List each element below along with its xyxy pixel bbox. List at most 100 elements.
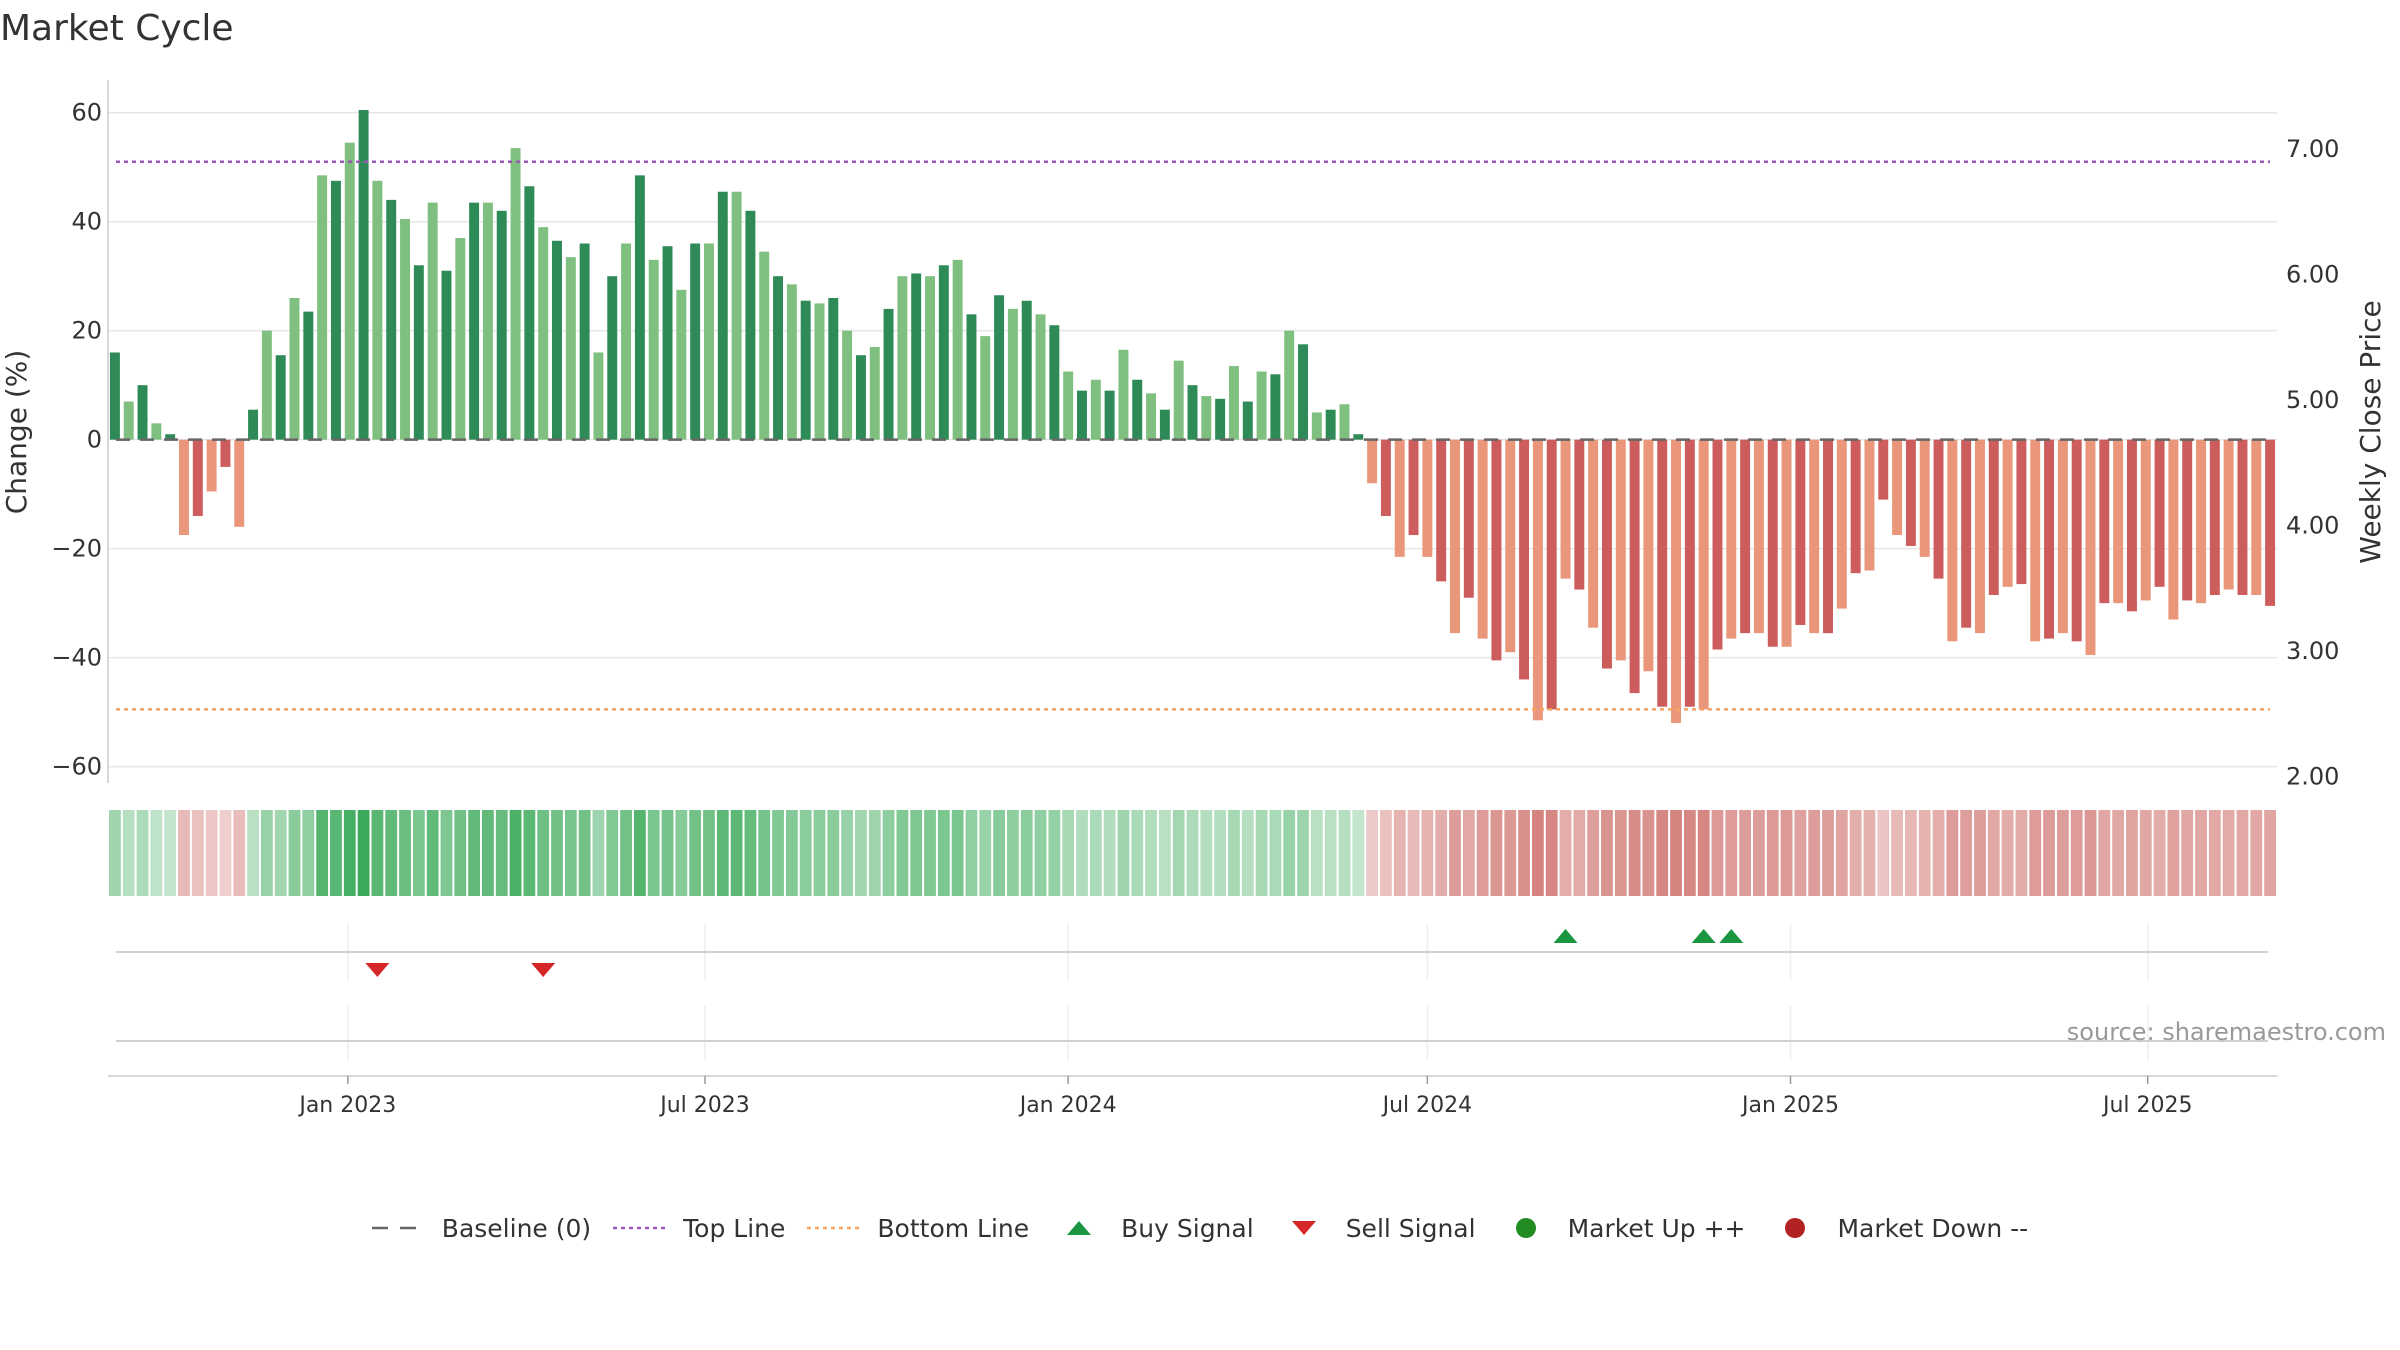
bar	[1256, 371, 1267, 440]
y-axis-left: 60 40 20 0 −20 −40 −60	[51, 80, 109, 783]
bar	[2265, 439, 2276, 606]
bar	[966, 314, 977, 440]
bar	[1947, 439, 1958, 642]
heat-cell	[412, 810, 425, 896]
bar	[248, 409, 259, 440]
bar	[220, 439, 231, 467]
bar	[1588, 439, 1599, 628]
bar	[565, 257, 576, 440]
y2-tick-label: 7.00	[2286, 135, 2339, 163]
bar	[883, 308, 894, 440]
heat-cell	[924, 810, 936, 896]
dot-line-icon	[807, 1226, 864, 1230]
heat-cell	[1034, 810, 1047, 896]
heat-cell	[1158, 810, 1171, 896]
heat-cell	[1932, 810, 1945, 896]
bar	[1270, 374, 1281, 440]
bar	[1975, 439, 1985, 634]
heat-cell	[675, 810, 688, 896]
heat-cell	[1324, 810, 1337, 896]
chart-title: Market Cycle	[0, 8, 234, 49]
heat-cell	[1642, 810, 1655, 896]
heat-cell	[1739, 810, 1752, 896]
bar	[1560, 439, 1571, 579]
bar	[717, 191, 728, 440]
bar	[1905, 439, 1916, 546]
y-axis-right: 7.00 6.00 5.00 4.00 3.00 2.00	[2286, 135, 2339, 791]
bar	[1795, 439, 1806, 625]
heat-cell	[1062, 810, 1075, 896]
heat-cell	[1255, 810, 1268, 896]
heat-cell	[979, 810, 992, 896]
heat-cell	[1946, 810, 1959, 896]
bar	[524, 186, 535, 440]
bar	[1187, 385, 1198, 440]
bar	[579, 243, 590, 440]
heat-cell	[2098, 810, 2111, 896]
bar	[1311, 412, 1322, 440]
heat-cell	[1048, 810, 1061, 896]
bar	[1823, 439, 1833, 634]
heat-cell	[578, 810, 591, 896]
heat-cell	[1766, 810, 1779, 896]
heat-cell	[109, 810, 121, 896]
heat-cell	[302, 810, 315, 896]
bar	[123, 401, 134, 440]
heat-cell	[2195, 810, 2207, 896]
bar	[1408, 439, 1419, 536]
bar	[303, 311, 314, 440]
y-tick-label: −40	[51, 644, 102, 672]
bar	[1643, 439, 1654, 672]
x-tick-label: Jul 2024	[1381, 1093, 1473, 1118]
heat-cell	[316, 810, 329, 896]
bar	[1850, 439, 1861, 574]
heat-cell	[537, 810, 550, 896]
bar	[289, 297, 300, 440]
heat-cell	[620, 810, 632, 896]
heat-cell	[2236, 810, 2249, 896]
heat-cell	[399, 810, 411, 896]
heat-cell	[1518, 810, 1530, 896]
heat-cell	[606, 810, 619, 896]
bar	[1104, 390, 1115, 440]
y2-tick-label: 5.00	[2286, 386, 2339, 414]
heat-cell	[1808, 810, 1821, 896]
bar	[538, 227, 549, 440]
heat-cell	[1490, 810, 1503, 896]
heat-cell	[1214, 810, 1227, 896]
heat-cell	[1918, 810, 1931, 896]
x-tick-label: Jul 2025	[2101, 1093, 2193, 1118]
heat-cell	[2181, 810, 2194, 896]
heat-cell	[1670, 810, 1682, 896]
heat-cell	[1421, 810, 1434, 896]
heat-cell	[868, 810, 881, 896]
circle-icon	[1785, 1218, 1806, 1238]
heat-cell	[205, 810, 218, 896]
heat-cell	[1338, 810, 1351, 896]
bar	[773, 276, 784, 440]
bar	[925, 276, 935, 440]
y-tick-label: 0	[87, 426, 102, 454]
legend-item: Buy Signal	[1051, 1214, 1254, 1243]
signals-panel	[116, 924, 2268, 980]
bar	[1035, 314, 1046, 440]
heat-cell	[951, 810, 964, 896]
bar	[2140, 439, 2151, 601]
heat-cell	[1172, 810, 1185, 896]
heat-cell	[509, 810, 522, 896]
heat-cell	[1407, 810, 1420, 896]
heat-cell	[716, 810, 729, 896]
heat-cell	[882, 810, 895, 896]
heat-cell	[219, 810, 232, 896]
bar	[1215, 398, 1226, 440]
y-tick-label: 40	[71, 208, 102, 236]
status-panel	[116, 1006, 2268, 1060]
x-axis: Jan 2023 Jul 2023 Jan 2024 Jul 2024 Jan 2025…	[108, 1075, 2277, 1118]
bar	[1629, 439, 1640, 694]
sell-signal-marker	[365, 963, 390, 977]
heat-cell	[1186, 810, 1199, 896]
heat-cell	[495, 810, 508, 896]
bar	[869, 347, 880, 440]
heat-cell	[1753, 810, 1765, 896]
legend-item: Bottom Line	[807, 1214, 1029, 1243]
